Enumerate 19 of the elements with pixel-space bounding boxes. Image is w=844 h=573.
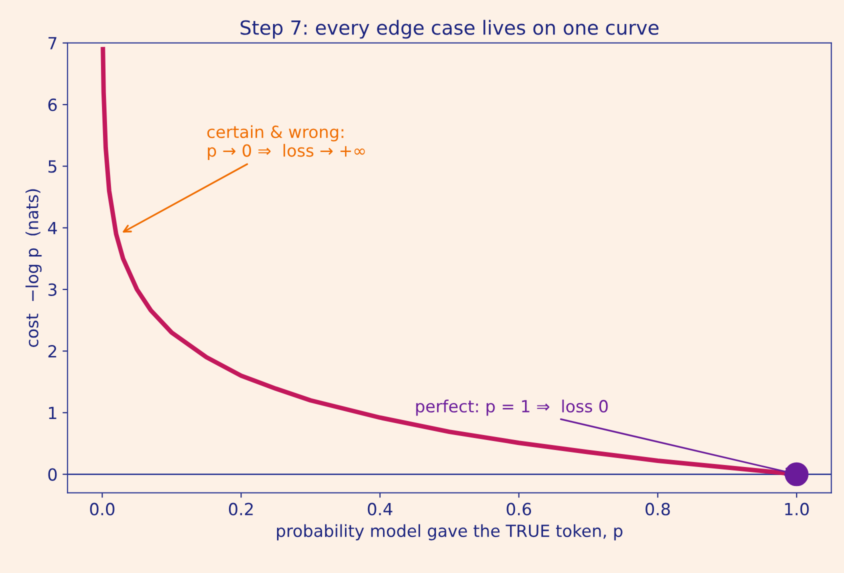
y-tick-label: 0 <box>48 468 57 481</box>
x-tick-label: 1.0 <box>785 502 809 516</box>
y-tick-label: 1 <box>49 406 56 420</box>
y-tick-label: 6 <box>48 98 57 112</box>
y-tick-label: 4 <box>48 222 57 234</box>
y-tick-label: 3 <box>48 283 56 296</box>
x-tick-label: 0.4 <box>368 502 392 516</box>
chart-title: Step 7: every edge case lives on one curve <box>240 20 658 39</box>
x-tick-label: 0.6 <box>506 502 532 516</box>
x-axis-title: probability model gave the TRUE token, p <box>277 524 622 540</box>
y-tick-label: 2 <box>48 345 56 358</box>
annotation: perfect: p = 1 ⇒ loss 0 <box>416 400 608 416</box>
y-tick-label: 7 <box>48 37 56 50</box>
x-tick-label: 0.0 <box>90 502 114 516</box>
x-tick-label: 0.8 <box>646 502 670 516</box>
x-tick-label: 0.2 <box>228 502 253 516</box>
annotation: certain & wrong: p → 0 ⇒ loss → +∞ <box>207 125 365 160</box>
y-axis-title: cost −log p (nats) <box>26 189 42 347</box>
y-tick-label: 5 <box>48 160 56 173</box>
